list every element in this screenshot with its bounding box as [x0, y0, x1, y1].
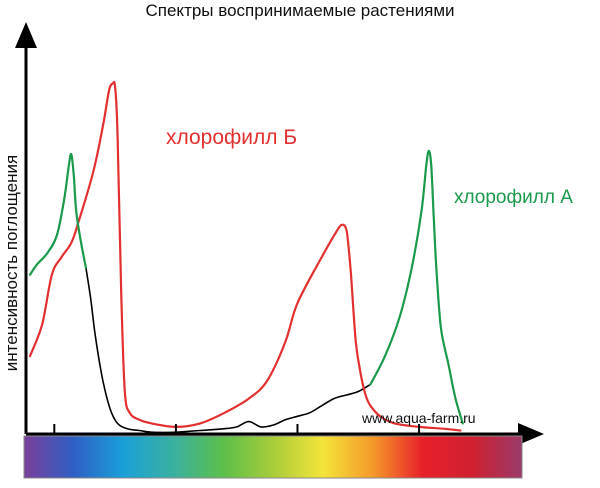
series-label-chlorophyll-a: хлорофилл А	[454, 187, 573, 208]
chlorophyll-b-line	[28, 80, 462, 432]
y-axis-arrowhead	[15, 22, 37, 48]
axes-layer	[15, 22, 544, 445]
tail-curve-line	[85, 266, 372, 434]
curves-layer	[28, 80, 464, 434]
website-annotation: www.aqua-farm.ru	[362, 410, 476, 426]
color-spectrum-bar	[23, 435, 523, 479]
x-axis-arrowhead	[518, 423, 544, 445]
chlorophyll-a-red-peak-line	[369, 149, 464, 425]
chlorophyll-a-blue-peak-line	[28, 152, 87, 276]
chart-title: Спектры воспринимаемые растениями	[145, 1, 455, 20]
series-label-chlorophyll-b: хлорофилл Б	[166, 126, 298, 149]
y-axis-label: интенсивность поглощения	[2, 154, 21, 372]
